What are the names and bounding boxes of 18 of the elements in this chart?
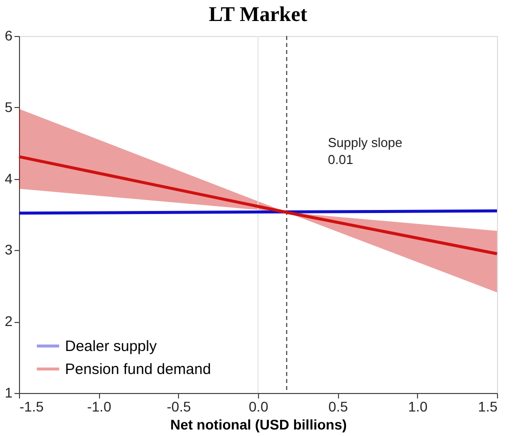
- y-tick-label: 4: [4, 170, 13, 186]
- x-tick-label: -1.0: [87, 398, 112, 414]
- y-tick-label: 1: [4, 384, 13, 400]
- x-tick-label: 1.5: [478, 398, 498, 414]
- x-axis-title: Net notional (USD billions): [170, 416, 347, 432]
- legend-label: Pension fund demand: [65, 361, 211, 378]
- legend-label: Dealer supply: [65, 338, 158, 355]
- x-tick-label: 1.0: [408, 398, 428, 414]
- y-tick-label: 3: [4, 242, 13, 258]
- y-tick-label: 6: [4, 28, 13, 44]
- annotation: Supply slope 0.01: [328, 134, 402, 167]
- chart-title: LT Market: [208, 2, 308, 26]
- x-tick-label: -0.5: [166, 398, 192, 414]
- x-tick-label: -1.5: [20, 398, 44, 414]
- x-tick-label: 0.0: [248, 398, 268, 414]
- x-tick-label: 0.5: [328, 398, 348, 414]
- y-tick-label: 2: [4, 313, 13, 330]
- y-tick-label: 5: [4, 98, 13, 115]
